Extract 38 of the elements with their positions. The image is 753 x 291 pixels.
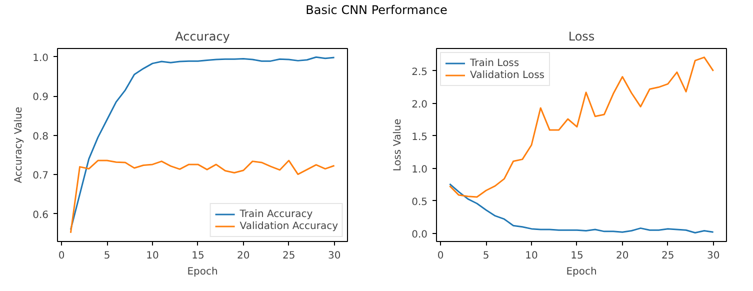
legend-label: Validation Accuracy — [240, 220, 338, 232]
legend-label: Validation Loss — [470, 69, 544, 81]
x-tick-label: 10 — [525, 250, 538, 262]
x-axis-title: Epoch — [187, 266, 218, 278]
y-tick-label: 0.9 — [32, 92, 49, 104]
x-tick-label: 20 — [616, 250, 629, 262]
y-tick-label: 0.0 — [412, 229, 428, 240]
y-tick-label: 0.5 — [412, 196, 428, 208]
y-tick-label: 2.5 — [412, 66, 428, 78]
x-axis-title: Epoch — [566, 266, 597, 278]
y-tick-label: 1.0 — [412, 164, 428, 176]
line-series — [448, 56, 714, 198]
y-axis-title: Loss Value — [392, 118, 404, 172]
x-tick-label: 5 — [482, 250, 490, 262]
x-tick-label: 10 — [146, 250, 159, 262]
x-tick-label: 15 — [192, 250, 204, 262]
legend-label: Train Loss — [470, 57, 520, 69]
x-tick-label: 25 — [662, 250, 674, 262]
y-tick-label: 1.5 — [412, 132, 428, 143]
x-tick-label: 5 — [104, 250, 110, 262]
x-tick-label: 0 — [437, 250, 444, 262]
x-tick-label: 15 — [570, 250, 584, 262]
x-tick-label: 0 — [58, 250, 65, 262]
x-tick-label: 25 — [282, 250, 296, 262]
x-tick-label: 30 — [706, 250, 720, 262]
y-tick-label: 1.0 — [32, 52, 49, 64]
y-tick-label: 0.7 — [32, 170, 49, 182]
legend-label: Train Accuracy — [240, 208, 313, 220]
y-tick-label: 2.0 — [412, 99, 428, 110]
chart-title: Accuracy — [175, 30, 230, 44]
y-axis-title: Accuracy Value — [14, 106, 25, 184]
text: Basic CNN Performance — [306, 2, 448, 19]
x-tick-label: 30 — [328, 250, 341, 262]
line-series — [448, 183, 714, 234]
x-tick-label: 20 — [237, 250, 250, 262]
y-tick-label: 0.6 — [32, 210, 49, 221]
y-tick-label: 0.8 — [32, 131, 49, 142]
chart-title: Loss — [568, 30, 595, 44]
